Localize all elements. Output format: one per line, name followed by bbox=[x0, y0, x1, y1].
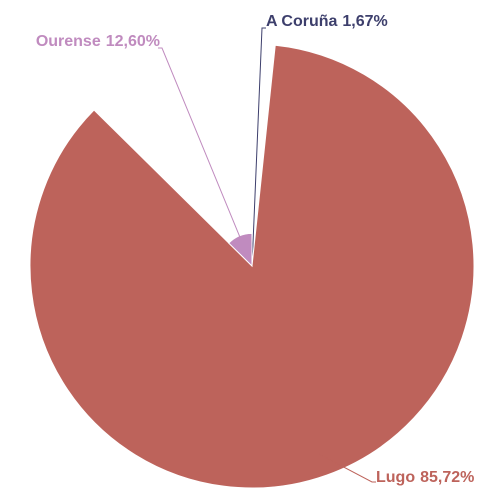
slice-name: Lugo bbox=[376, 469, 415, 486]
slice-value: 85,72% bbox=[420, 469, 474, 486]
slice-value: 1,67% bbox=[342, 13, 387, 30]
slice-name: Ourense bbox=[36, 33, 101, 50]
leader-line bbox=[158, 47, 242, 240]
slice-label: Ourense 12,60% bbox=[36, 33, 160, 50]
slice-label: Lugo 85,72% bbox=[376, 469, 474, 486]
slice-value: 12,60% bbox=[106, 33, 160, 50]
leader-line bbox=[319, 453, 376, 483]
leader-line bbox=[251, 27, 266, 261]
slice-label: A Coruña 1,67% bbox=[266, 13, 388, 30]
slice-name: A Coruña bbox=[266, 13, 338, 30]
